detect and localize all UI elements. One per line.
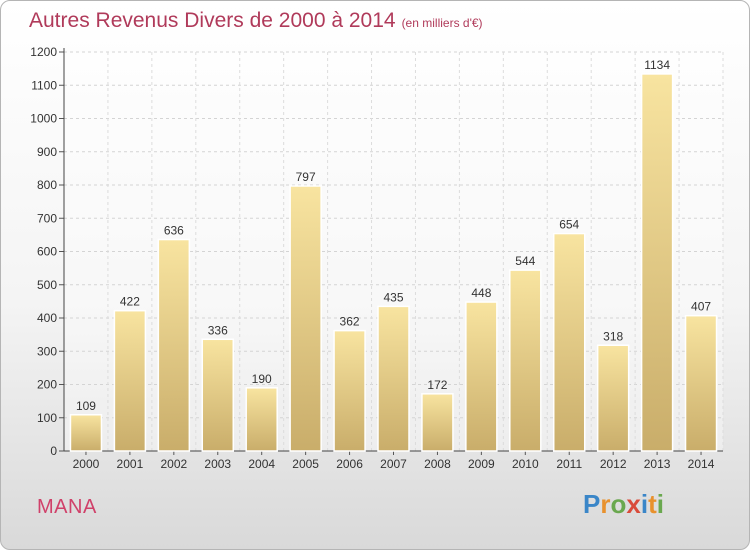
y-tick-label: 200	[37, 378, 57, 392]
x-tick-label: 2008	[424, 457, 451, 471]
x-tick-label: 2003	[204, 457, 231, 471]
x-tick-label: 2012	[600, 457, 627, 471]
bar-2000	[69, 414, 103, 452]
y-tick-label: 800	[37, 178, 57, 192]
logo-letter: x	[626, 489, 641, 519]
data-label: 318	[603, 329, 623, 343]
x-tick-label: 2006	[336, 457, 363, 471]
x-tick-label: 2013	[644, 457, 671, 471]
bars	[69, 73, 718, 452]
x-tick-label: 2011	[556, 457, 582, 471]
y-tick-label: 500	[37, 278, 57, 292]
chart-subtitle: (en milliers d'€)	[401, 16, 483, 30]
bar-2002	[157, 238, 191, 452]
y-tick-label: 100	[37, 411, 57, 425]
data-label: 422	[120, 295, 140, 309]
y-tick-label: 600	[37, 245, 57, 259]
data-label: 190	[252, 372, 272, 386]
bar-2005	[289, 185, 322, 452]
bar-2008	[421, 393, 454, 452]
bar-2013	[640, 73, 674, 452]
x-tick-label: 2000	[73, 457, 100, 471]
data-label: 544	[515, 254, 535, 268]
data-label: 435	[383, 290, 403, 304]
logo-letter: r	[600, 489, 611, 519]
logo-letter: t	[648, 489, 657, 519]
place-name: MANA	[37, 496, 97, 518]
y-tick-label: 700	[37, 211, 57, 225]
bar-2012	[596, 344, 630, 452]
bar-2010	[509, 269, 542, 452]
x-tick-label: 2001	[117, 457, 144, 471]
bar-2001	[113, 309, 147, 452]
logo-letter: P	[583, 489, 601, 519]
y-tick-label: 900	[37, 145, 57, 159]
bar-2003	[201, 338, 235, 452]
y-tick-label: 300	[37, 344, 57, 358]
proxiti-logo: Proxiti	[583, 489, 664, 520]
data-label: 1134	[644, 58, 670, 72]
x-tick-label: 2005	[292, 457, 319, 471]
data-label: 407	[691, 300, 711, 314]
data-label: 654	[559, 218, 579, 232]
y-tick-label: 1100	[31, 78, 57, 92]
chart-title: Autres Revenus Divers de 2000 à 2014 (en …	[29, 9, 483, 33]
x-tick-label: 2007	[380, 457, 407, 471]
data-label: 448	[471, 286, 491, 300]
x-tick-label: 2004	[248, 457, 275, 471]
bar-2014	[684, 314, 718, 452]
data-label: 109	[76, 399, 96, 413]
data-labels: 109 422 636 336 190 797 362 435 172 448 544 654 318 1…	[76, 58, 711, 413]
bar-2006	[333, 329, 366, 452]
logo-letter: i	[656, 489, 664, 519]
x-tick-label: 2014	[688, 457, 715, 471]
data-label: 172	[427, 378, 447, 392]
data-label: 797	[296, 170, 316, 184]
x-tick-label: 2009	[468, 457, 495, 471]
y-tick-label: 400	[37, 311, 57, 325]
y-tick-label: 0	[50, 444, 57, 458]
data-label: 636	[164, 224, 184, 238]
x-tick-label: 2002	[160, 457, 187, 471]
bar-2004	[245, 387, 278, 452]
bar-2011	[552, 232, 586, 452]
data-label: 362	[340, 315, 360, 329]
logo-letter: i	[640, 489, 649, 519]
chart-title-text: Autres Revenus Divers de 2000 à 2014	[29, 9, 396, 32]
bar-2007	[377, 305, 410, 452]
data-label: 336	[208, 323, 228, 337]
bar-2009	[465, 301, 498, 452]
y-tick-label: 1000	[30, 112, 57, 126]
y-tick-label: 1200	[30, 45, 57, 59]
logo-letter: o	[610, 489, 627, 519]
x-tick-label: 2010	[512, 457, 539, 471]
